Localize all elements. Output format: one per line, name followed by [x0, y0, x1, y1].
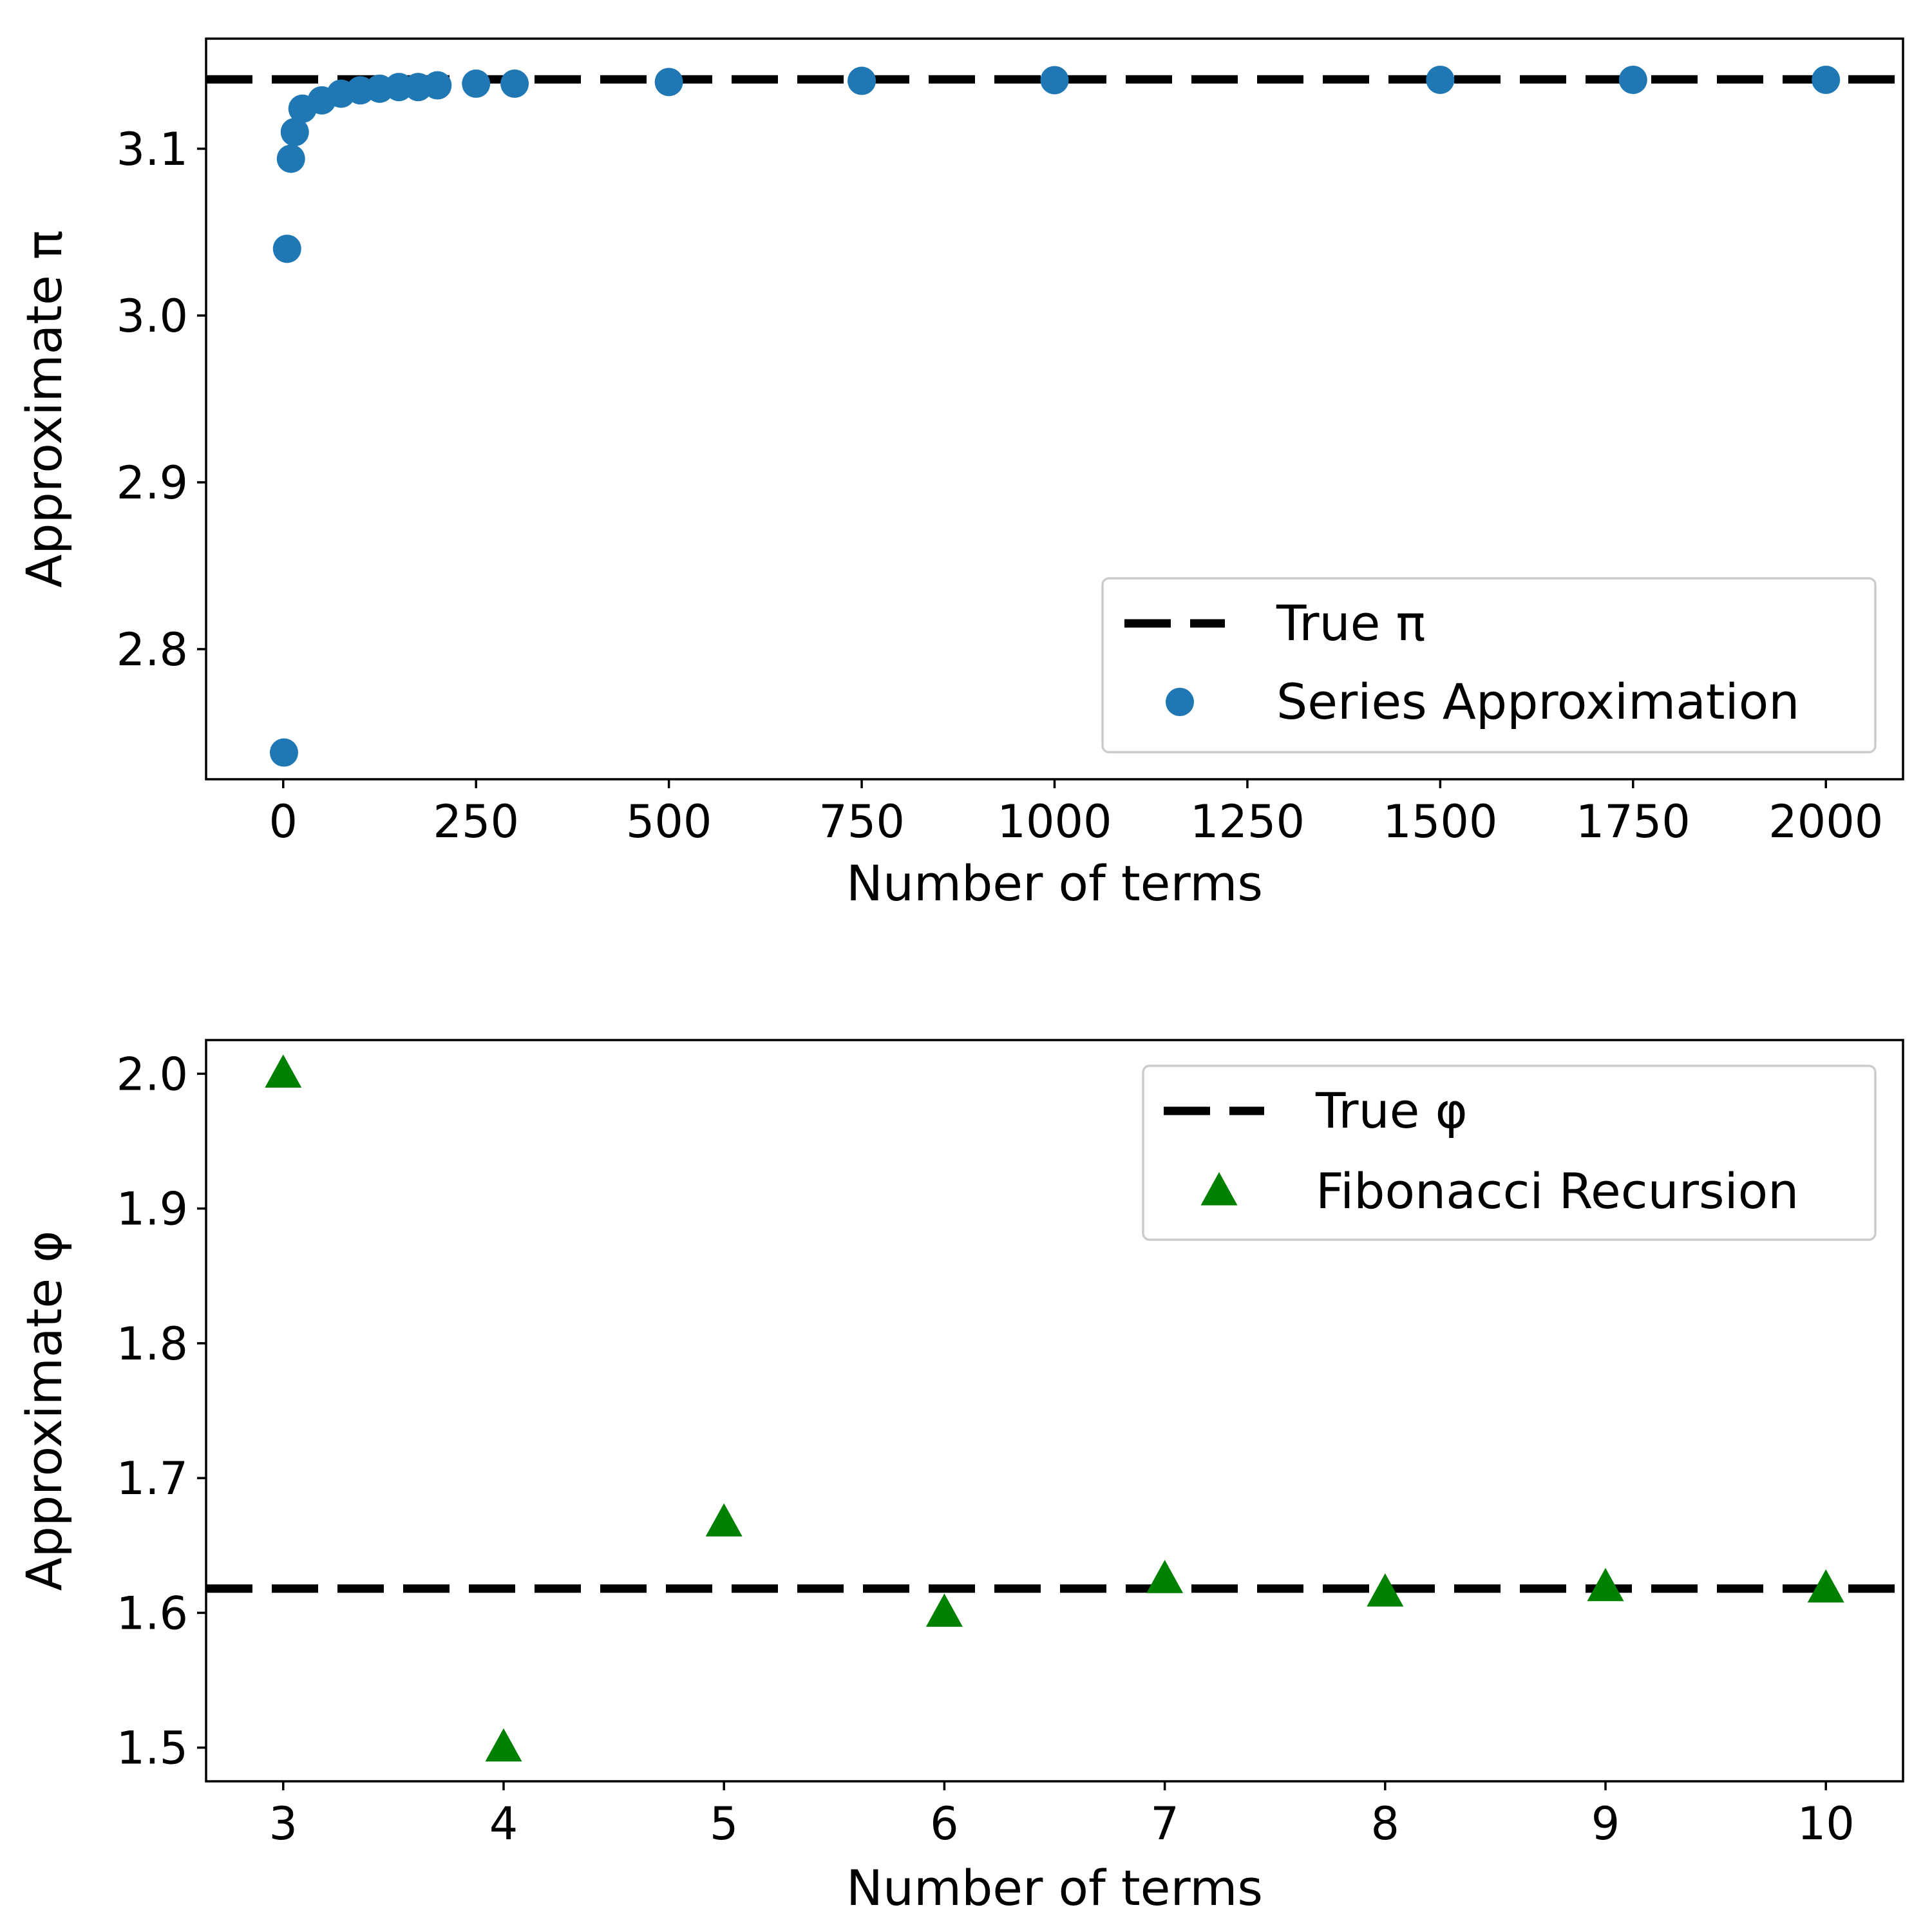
x-axis-label: Number of terms	[846, 855, 1263, 912]
legend-label-series: Fibonacci Recursion	[1316, 1162, 1799, 1220]
x-axis-label: Number of terms	[846, 1859, 1263, 1917]
legend-label-true-value: True φ	[1315, 1082, 1468, 1139]
x-tick-label: 4	[489, 1797, 518, 1850]
x-tick-label: 9	[1591, 1797, 1620, 1850]
data-point	[1807, 1569, 1844, 1603]
y-tick-label: 3.0	[117, 290, 188, 343]
phi-approximation-panel: 3 4 5 6 7 8 9 10 1.5 1.6 1.7 1.8 1.9 2.0 Number of ter…	[15, 1039, 1904, 1917]
data-point	[1812, 65, 1841, 94]
legend: True π Series Approximation	[1101, 577, 1877, 753]
data-point	[1587, 1567, 1624, 1602]
y-tick-label: 3.1	[117, 123, 188, 176]
legend-box	[1142, 1065, 1877, 1241]
data-point	[272, 234, 301, 263]
data-point	[925, 1593, 963, 1627]
x-tick-label: 3	[269, 1797, 298, 1850]
legend: True φ Fibonacci Recursion	[1142, 1065, 1877, 1241]
legend-marker-swatch	[1166, 688, 1194, 716]
x-tick-label: 2000	[1768, 795, 1883, 848]
data-point	[1426, 65, 1455, 94]
y-axis-label: Approximate π	[15, 230, 73, 587]
data-point	[423, 71, 452, 100]
y-tick-label: 2.8	[117, 623, 188, 676]
pi-approximation-panel: 0 250 500 750 1000 1250 1500 1750 2000 2.8 2.9 3.0 3…	[15, 37, 1904, 912]
data-point	[1040, 66, 1069, 95]
x-tick-label: 0	[269, 795, 298, 848]
legend-label-series: Series Approximation	[1276, 673, 1799, 730]
y-axis-label: Approximate φ	[15, 1231, 73, 1591]
legend-marker-swatch	[1200, 1172, 1238, 1206]
y-tick-label: 1.6	[117, 1587, 188, 1640]
data-point	[500, 69, 529, 98]
x-tick-label: 750	[819, 795, 905, 848]
y-tick-label: 1.5	[117, 1722, 188, 1775]
data-point	[1618, 65, 1647, 94]
legend-label-true-value: True π	[1276, 594, 1425, 652]
y-tick-label: 1.8	[117, 1318, 188, 1370]
data-point	[1146, 1560, 1184, 1593]
y-tick-label: 2.0	[117, 1048, 188, 1101]
x-tick-label: 5	[710, 1797, 739, 1850]
legend-box	[1101, 577, 1877, 753]
x-tick-label: 8	[1371, 1797, 1400, 1850]
data-point	[276, 144, 305, 173]
data-point	[462, 69, 491, 98]
plot-frame	[205, 1039, 1904, 1783]
data-point	[265, 1054, 302, 1088]
x-tick-label: 7	[1150, 1797, 1179, 1850]
data-point	[1367, 1573, 1404, 1607]
x-tick-label: 500	[626, 795, 712, 848]
x-tick-label: 250	[433, 795, 519, 848]
x-tick-label: 1000	[997, 795, 1112, 848]
x-tick-label: 1750	[1576, 795, 1690, 848]
y-tick-label: 1.7	[117, 1452, 188, 1505]
data-point	[705, 1503, 743, 1537]
y-tick-label: 1.9	[117, 1183, 188, 1236]
data-point	[485, 1728, 522, 1762]
data-point	[654, 68, 683, 97]
data-point	[848, 66, 876, 95]
y-tick-label: 2.9	[117, 457, 188, 509]
data-point	[269, 738, 298, 767]
x-tick-label: 1250	[1190, 795, 1305, 848]
x-tick-label: 10	[1797, 1797, 1855, 1850]
x-tick-label: 1500	[1383, 795, 1497, 848]
data-point	[280, 118, 309, 147]
x-tick-label: 6	[930, 1797, 959, 1850]
